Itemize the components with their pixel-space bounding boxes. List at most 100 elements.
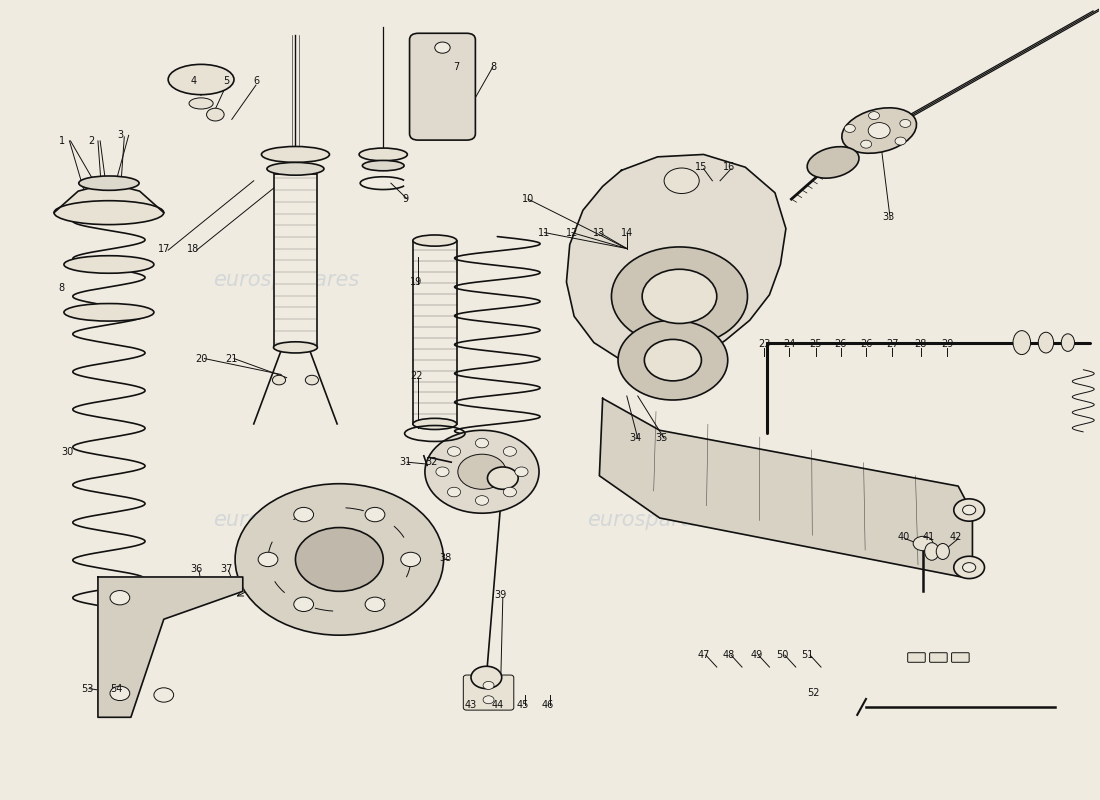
Ellipse shape [1062, 334, 1075, 351]
Circle shape [434, 42, 450, 54]
Text: 35: 35 [656, 434, 668, 443]
Ellipse shape [262, 146, 330, 162]
Ellipse shape [842, 108, 916, 154]
Text: 36: 36 [190, 564, 202, 574]
Ellipse shape [412, 235, 456, 246]
Circle shape [306, 375, 319, 385]
FancyBboxPatch shape [952, 653, 969, 662]
Polygon shape [600, 398, 972, 577]
Circle shape [487, 467, 518, 490]
Text: 13: 13 [593, 227, 605, 238]
Text: 28: 28 [915, 339, 927, 349]
Text: 30: 30 [62, 447, 74, 457]
Text: 42: 42 [949, 532, 962, 542]
Text: 21: 21 [226, 354, 238, 363]
Ellipse shape [925, 542, 939, 560]
Circle shape [913, 536, 933, 550]
Text: 5: 5 [223, 76, 230, 86]
Text: 29: 29 [940, 339, 954, 349]
Text: 54: 54 [110, 683, 123, 694]
Ellipse shape [412, 418, 456, 430]
Text: 32: 32 [426, 457, 438, 467]
Text: 24: 24 [783, 339, 795, 349]
Circle shape [869, 112, 880, 120]
Circle shape [504, 487, 517, 497]
Text: 50: 50 [777, 650, 789, 660]
Text: 2: 2 [88, 136, 95, 146]
Text: eurospartares: eurospartares [213, 270, 360, 290]
Text: 44: 44 [492, 699, 504, 710]
Circle shape [436, 467, 449, 477]
Ellipse shape [1013, 330, 1031, 354]
Circle shape [962, 506, 976, 515]
Bar [274, 174, 318, 347]
Circle shape [618, 320, 728, 400]
Text: 27: 27 [887, 339, 899, 349]
Text: 40: 40 [898, 532, 910, 542]
Ellipse shape [64, 256, 154, 274]
Text: 51: 51 [802, 650, 814, 660]
Circle shape [448, 446, 461, 456]
Polygon shape [566, 154, 785, 366]
Text: 38: 38 [440, 553, 452, 563]
Circle shape [954, 499, 985, 521]
Circle shape [110, 686, 130, 701]
Text: 43: 43 [465, 699, 477, 710]
Ellipse shape [936, 543, 949, 559]
Text: 7: 7 [453, 62, 460, 72]
Circle shape [642, 270, 717, 323]
Circle shape [258, 552, 278, 566]
Text: 18: 18 [187, 243, 199, 254]
Circle shape [895, 137, 906, 145]
Text: 1: 1 [58, 136, 65, 146]
Circle shape [483, 682, 494, 690]
Text: 37: 37 [220, 564, 232, 574]
Circle shape [273, 375, 286, 385]
Ellipse shape [807, 146, 859, 178]
Text: 45: 45 [516, 699, 529, 710]
Ellipse shape [359, 148, 407, 161]
Text: 11: 11 [538, 227, 551, 238]
Text: 4: 4 [190, 76, 197, 86]
Ellipse shape [267, 162, 324, 175]
Text: 9: 9 [403, 194, 408, 204]
Circle shape [365, 507, 385, 522]
Text: eurospartares: eurospartares [586, 270, 733, 290]
Text: 25: 25 [810, 339, 822, 349]
Circle shape [845, 125, 856, 133]
Circle shape [868, 122, 890, 138]
Circle shape [515, 467, 528, 477]
Circle shape [612, 247, 748, 346]
Ellipse shape [64, 303, 154, 321]
Circle shape [900, 119, 911, 127]
Text: 34: 34 [629, 434, 641, 443]
Text: 26: 26 [860, 339, 872, 349]
Circle shape [954, 556, 985, 578]
FancyBboxPatch shape [930, 653, 947, 662]
Text: 48: 48 [723, 650, 735, 660]
Circle shape [296, 527, 383, 591]
Text: 10: 10 [521, 194, 535, 204]
Circle shape [207, 108, 224, 121]
Text: 31: 31 [399, 457, 411, 467]
Circle shape [110, 590, 130, 605]
Ellipse shape [79, 176, 139, 190]
Text: 49: 49 [750, 650, 762, 660]
Text: 46: 46 [541, 699, 554, 710]
Text: eurospartares: eurospartares [213, 510, 360, 530]
Text: 39: 39 [495, 590, 507, 600]
Text: 47: 47 [697, 650, 710, 660]
Circle shape [365, 597, 385, 611]
Text: 22: 22 [410, 371, 422, 381]
Text: 3: 3 [117, 130, 123, 140]
Circle shape [448, 487, 461, 497]
Text: 19: 19 [410, 277, 422, 287]
Text: 52: 52 [807, 688, 820, 698]
Circle shape [962, 562, 976, 572]
Text: 6: 6 [253, 76, 258, 86]
Circle shape [475, 438, 488, 448]
Text: 20: 20 [195, 354, 207, 363]
FancyBboxPatch shape [409, 34, 475, 140]
Circle shape [425, 430, 539, 514]
Text: 33: 33 [882, 212, 894, 222]
